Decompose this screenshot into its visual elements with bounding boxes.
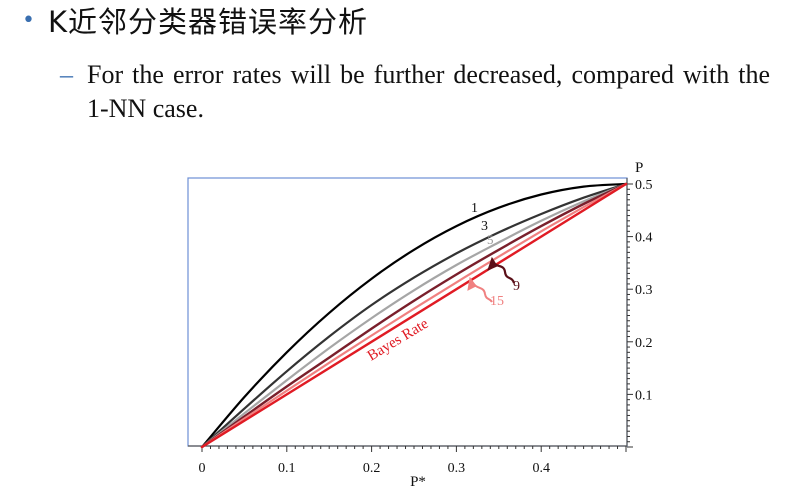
series-line-1 (200, 182, 628, 449)
y-tick-label: 0.3 (635, 283, 653, 298)
y-axis-label: P (635, 160, 643, 176)
bullet-row: • K近邻分类器错误率分析 (22, 0, 368, 40)
series-label-1: 1 (471, 201, 478, 216)
series-line-3 (200, 182, 628, 449)
series-line-bayes-rate (200, 182, 628, 449)
x-tick-label: 0 (199, 461, 206, 476)
series-label-9: 9 (513, 279, 520, 294)
y-tick-label: 0.4 (635, 231, 653, 246)
series-15-pointer (471, 281, 493, 303)
sub-bullet-row: – For the error rates will be further de… (60, 58, 770, 126)
y-tick-label: 0.5 (635, 178, 653, 193)
series-15-arrowhead (467, 276, 477, 291)
series-label-3: 3 (481, 219, 488, 234)
series-label-5: 5 (487, 232, 494, 247)
x-tick-label: 0.1 (278, 461, 296, 476)
y-tick-label: 0.2 (635, 336, 653, 351)
y-tick-label: 0.1 (635, 388, 653, 403)
series-9-arrowhead (487, 256, 498, 271)
x-tick-label: 0.3 (448, 461, 466, 476)
series-label-15: 15 (490, 294, 504, 309)
x-tick-label: 0.2 (363, 461, 381, 476)
bullet-heading: K近邻分类器错误率分析 (48, 5, 369, 39)
x-tick-label: 0.4 (532, 461, 550, 476)
sub-bullet-text: For the error rates will be further decr… (87, 60, 770, 123)
x-axis-label: P* (410, 474, 426, 489)
series-line-9 (200, 182, 628, 449)
bullet-marker: • (22, 7, 35, 33)
series-line-15 (200, 182, 628, 449)
sub-bullet-marker: – (60, 60, 73, 89)
series-line-5 (200, 182, 628, 449)
